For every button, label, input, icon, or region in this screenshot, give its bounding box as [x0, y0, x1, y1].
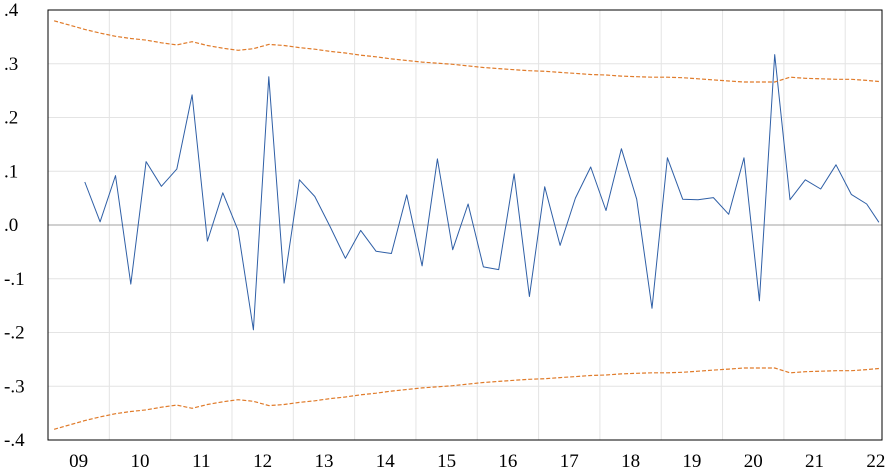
- x-tick-label: 09: [69, 451, 88, 472]
- y-tick-label: -.3: [4, 376, 25, 397]
- lower-band-line: [53, 367, 879, 430]
- x-tick-label: 14: [376, 451, 396, 472]
- y-tick-label: .1: [4, 161, 18, 182]
- y-tick-label: .0: [4, 215, 18, 236]
- x-tick-label: 10: [130, 451, 149, 472]
- y-axis-labels: .4 .3 .2 .1 .0 -.1 -.2 -.3 -.4: [4, 0, 25, 451]
- x-tick-label: 17: [560, 451, 579, 472]
- y-tick-label: .2: [4, 108, 18, 129]
- x-tick-label: 13: [314, 451, 333, 472]
- x-tick-label: 15: [437, 451, 456, 472]
- y-tick-label: .4: [4, 0, 19, 21]
- series-line: [84, 54, 880, 331]
- y-tick-label: .3: [4, 54, 18, 75]
- x-axis-labels: 09 10 11 12 13 14 15 16 17 18 19 20 21 22: [69, 451, 885, 472]
- x-tick-label: 22: [866, 451, 885, 472]
- y-tick-label: -.4: [4, 430, 25, 451]
- series-lines: [53, 20, 880, 430]
- plot-frame: [47, 9, 883, 441]
- x-tick-label: 16: [498, 451, 517, 472]
- x-tick-label: 19: [682, 451, 701, 472]
- upper-band-line: [53, 20, 879, 83]
- x-tick-label: 18: [621, 451, 640, 472]
- x-tick-label: 21: [805, 451, 824, 472]
- x-tick-label: 12: [253, 451, 272, 472]
- x-tick-label: 11: [192, 451, 210, 472]
- y-tick-label: -.1: [4, 269, 25, 290]
- x-tick-label: 20: [744, 451, 763, 472]
- y-tick-label: -.2: [4, 323, 25, 344]
